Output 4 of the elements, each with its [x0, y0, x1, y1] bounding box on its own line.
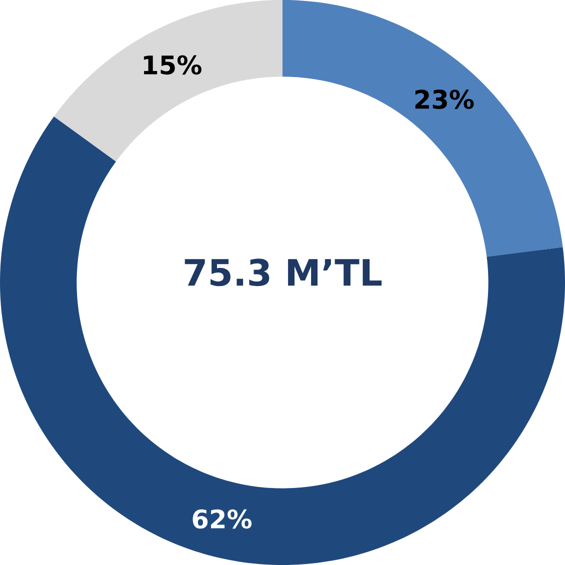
text: 75.3 M’TL: [184, 258, 382, 286]
data-label: 15%: [144, 55, 202, 75]
data-label: 62%: [192, 509, 252, 529]
data-label: 23%: [415, 90, 474, 110]
